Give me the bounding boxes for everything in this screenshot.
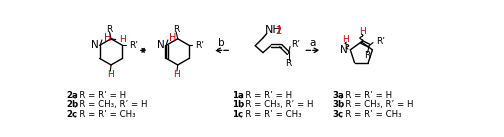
Text: R: R <box>285 59 292 68</box>
Text: H: H <box>359 27 366 36</box>
Text: , R = R’ = CH₃: , R = R’ = CH₃ <box>240 110 301 119</box>
Text: N: N <box>340 45 348 55</box>
Text: 1b: 1b <box>232 101 244 109</box>
Text: , R = CH₃, R’ = H: , R = CH₃, R’ = H <box>340 101 414 109</box>
Text: R: R <box>173 25 179 34</box>
Text: 2: 2 <box>275 26 282 36</box>
Text: 3c: 3c <box>333 110 344 119</box>
Text: 2c: 2c <box>66 110 77 119</box>
Text: 2a: 2a <box>66 91 78 100</box>
Text: H: H <box>173 70 180 79</box>
Text: N: N <box>91 40 99 50</box>
Text: H: H <box>107 70 113 79</box>
Text: H: H <box>342 35 349 44</box>
Text: R’: R’ <box>196 41 204 50</box>
Text: R’: R’ <box>291 40 300 49</box>
Text: , R = R’ = H: , R = R’ = H <box>74 91 126 100</box>
Text: 1c: 1c <box>232 110 243 119</box>
Text: R: R <box>106 25 112 34</box>
Text: 2b: 2b <box>66 101 78 109</box>
Text: 3b: 3b <box>333 101 345 109</box>
Text: R’: R’ <box>129 41 138 50</box>
Text: 1a: 1a <box>232 91 244 100</box>
Text: H: H <box>119 35 125 44</box>
Text: H: H <box>103 33 111 43</box>
Text: H: H <box>169 33 177 43</box>
Text: NH: NH <box>265 25 282 35</box>
Text: R’: R’ <box>376 37 385 46</box>
Text: , R = CH₃, R’ = H: , R = CH₃, R’ = H <box>240 101 313 109</box>
Text: b: b <box>218 38 224 48</box>
Text: R: R <box>364 51 371 60</box>
Text: 3a: 3a <box>333 91 344 100</box>
Text: N: N <box>157 40 165 50</box>
Text: , R = R’ = CH₃: , R = R’ = CH₃ <box>74 110 136 119</box>
Text: , R = R’ = H: , R = R’ = H <box>240 91 292 100</box>
Text: a: a <box>309 38 316 48</box>
Text: , R = R’ = CH₃: , R = R’ = CH₃ <box>340 110 402 119</box>
Text: , R = R’ = H: , R = R’ = H <box>340 91 393 100</box>
Text: , R = CH₃, R’ = H: , R = CH₃, R’ = H <box>74 101 147 109</box>
